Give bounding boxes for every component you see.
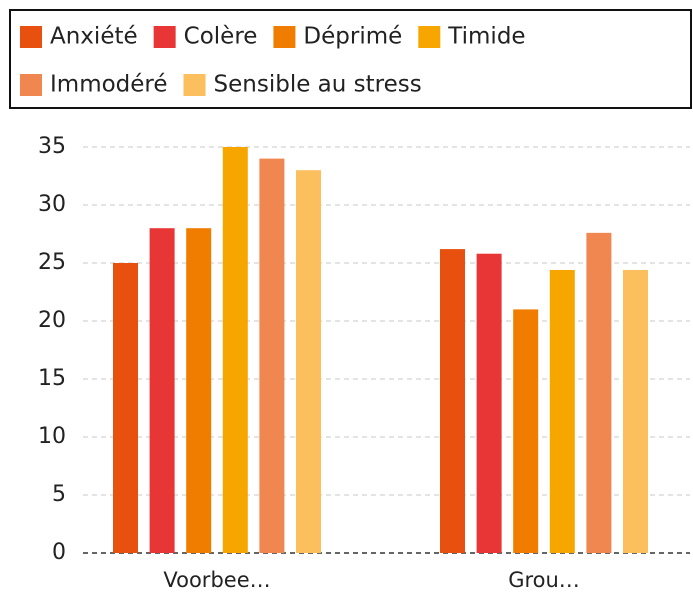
y-tick-label: 5 xyxy=(52,482,66,507)
legend-label: Déprimé xyxy=(303,24,402,50)
y-tick-label: 20 xyxy=(38,308,66,333)
legend-swatch xyxy=(153,26,176,48)
bar xyxy=(222,147,248,553)
bar xyxy=(623,269,648,553)
y-tick-label: 35 xyxy=(38,134,66,159)
bar xyxy=(113,263,138,553)
bar xyxy=(476,253,502,553)
bar xyxy=(513,309,539,553)
y-tick-label: 30 xyxy=(38,192,66,217)
bar xyxy=(549,269,575,553)
legend-swatch xyxy=(418,26,441,48)
y-tick-label: 10 xyxy=(38,424,66,449)
y-tick-label: 25 xyxy=(38,250,66,275)
legend-swatch xyxy=(20,74,42,96)
legend-label: Colère xyxy=(184,24,258,50)
bar xyxy=(296,170,321,553)
x-tick-label: Voorbee… xyxy=(163,568,270,592)
legend-swatch xyxy=(273,26,296,48)
legend-label: Anxiété xyxy=(50,24,138,50)
legend-label: Timide xyxy=(447,24,525,50)
bar xyxy=(440,249,465,553)
bar xyxy=(149,228,175,553)
legend-label: Sensible au stress xyxy=(214,72,422,98)
x-tick-label: Grou… xyxy=(508,568,580,592)
legend-swatch xyxy=(20,26,42,48)
y-tick-label: 0 xyxy=(52,540,66,565)
legend-swatch xyxy=(183,74,206,96)
y-tick-label: 15 xyxy=(38,366,66,391)
legend-box xyxy=(9,9,692,109)
bar xyxy=(186,228,212,553)
legend-label: Immodéré xyxy=(50,72,168,98)
bar xyxy=(586,232,612,553)
bar xyxy=(259,158,285,553)
